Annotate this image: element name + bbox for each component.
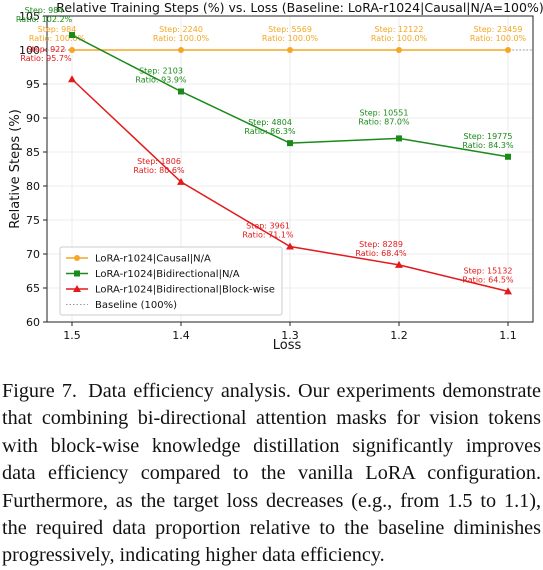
legend-marker <box>74 255 80 261</box>
data-point <box>505 153 511 160</box>
data-point <box>178 88 184 95</box>
data-label-ratio: Ratio: 71.1% <box>242 231 294 240</box>
data-label-ratio: Ratio: 93.9% <box>135 75 187 84</box>
y-tick-label: 70 <box>26 248 40 261</box>
chart-title: Relative Training Steps (%) vs. Loss (Ba… <box>56 0 543 15</box>
data-label-step: Step: 5569 <box>268 25 312 34</box>
data-label-step: Step: 3961 <box>246 222 290 231</box>
legend-label: LoRA-r1024|Bidirectional|N/A <box>95 269 240 280</box>
caption-text: Data efficiency analysis. Our experiment… <box>2 380 542 567</box>
data-point <box>287 140 293 147</box>
data-label-step: Step: 2240 <box>159 25 203 34</box>
data-label-ratio: Ratio: 64.5% <box>462 275 514 284</box>
y-axis-title: Relative Steps (%) <box>8 109 23 229</box>
y-tick-label: 100 <box>19 44 40 57</box>
data-point <box>396 135 402 142</box>
y-tick-label: 60 <box>26 316 40 329</box>
y-tick-label: 65 <box>26 282 40 295</box>
data-point <box>286 242 294 250</box>
data-label-step: Step: 1806 <box>137 157 181 166</box>
data-point <box>396 47 402 53</box>
data-label-step: Step: 984 <box>38 25 77 34</box>
data-label-ratio: Ratio: 68.4% <box>355 249 407 258</box>
data-point <box>178 47 184 53</box>
data-point <box>177 177 185 185</box>
data-point <box>68 75 76 83</box>
legend-box <box>59 246 283 316</box>
data-label-step: Step: 15132 <box>464 266 513 275</box>
data-point <box>287 47 293 53</box>
data-point <box>69 32 75 39</box>
data-label-ratio: Ratio: 95.7% <box>20 54 72 63</box>
data-label-ratio: Ratio: 100.0% <box>470 34 527 43</box>
data-label-ratio: Ratio: 100.0% <box>371 34 428 43</box>
data-label-ratio: Ratio: 80.6% <box>133 166 185 175</box>
data-label-ratio: Ratio: 100.0% <box>153 34 210 43</box>
data-point <box>69 47 75 53</box>
data-label-ratio: Ratio: 100.0% <box>262 34 319 43</box>
y-tick-label: 80 <box>26 180 40 193</box>
data-label-step: Step: 23459 <box>474 25 523 34</box>
data-label-step: Step: 4804 <box>248 118 292 127</box>
y-tick-label: 75 <box>26 214 40 227</box>
y-tick-label: 90 <box>26 112 40 125</box>
data-point <box>395 260 403 268</box>
x-tick-label: 1.5 <box>63 329 81 342</box>
data-label-ratio: Ratio: 86.3% <box>244 127 296 136</box>
y-tick-label: 105 <box>19 10 40 23</box>
legend-marker <box>74 270 80 277</box>
caption-label: Figure 7. <box>2 380 77 402</box>
legend-label: Baseline (100%) <box>95 300 177 311</box>
data-label-step: Step: 10551 <box>360 108 409 117</box>
data-label-ratio: Ratio: 84.3% <box>462 141 514 150</box>
data-label-step: Step: 8289 <box>359 240 403 249</box>
x-tick-label: 1.1 <box>499 329 517 342</box>
data-point <box>504 287 512 295</box>
y-tick-label: 95 <box>26 78 40 91</box>
x-tick-label: 1.4 <box>172 329 190 342</box>
figure-caption: Figure 7. Data efficiency analysis. Our … <box>2 378 541 570</box>
data-label-step: Step: 12122 <box>375 25 424 34</box>
data-label-step: Step: 984 <box>25 6 64 15</box>
data-label-ratio: Ratio: 102.2% <box>16 15 73 24</box>
x-tick-label: 1.2 <box>390 329 408 342</box>
data-label-ratio: Ratio: 87.0% <box>358 117 410 126</box>
data-label-ratio: Ratio: 100.0% <box>29 34 86 43</box>
legend-label: LoRA-r1024|Bidirectional|Block-wise <box>95 285 275 296</box>
y-tick-label: 85 <box>26 146 40 159</box>
data-point <box>505 47 511 53</box>
data-label-step: Step: 19775 <box>464 132 513 141</box>
x-tick-label: 1.3 <box>281 329 299 342</box>
data-label-step: Step: 2103 <box>139 66 183 75</box>
x-axis-title: Loss <box>273 338 302 353</box>
legend-marker <box>73 285 81 292</box>
figure-chart: 60 65 70 75 80 85 90 95 100 105 1.5 1.4 1.3 1.2 1.1 Rel… <box>8 0 543 353</box>
data-label-step: Step: 922 <box>27 45 66 54</box>
legend-label: LoRA-r1024|Causal|N/A <box>95 254 211 265</box>
